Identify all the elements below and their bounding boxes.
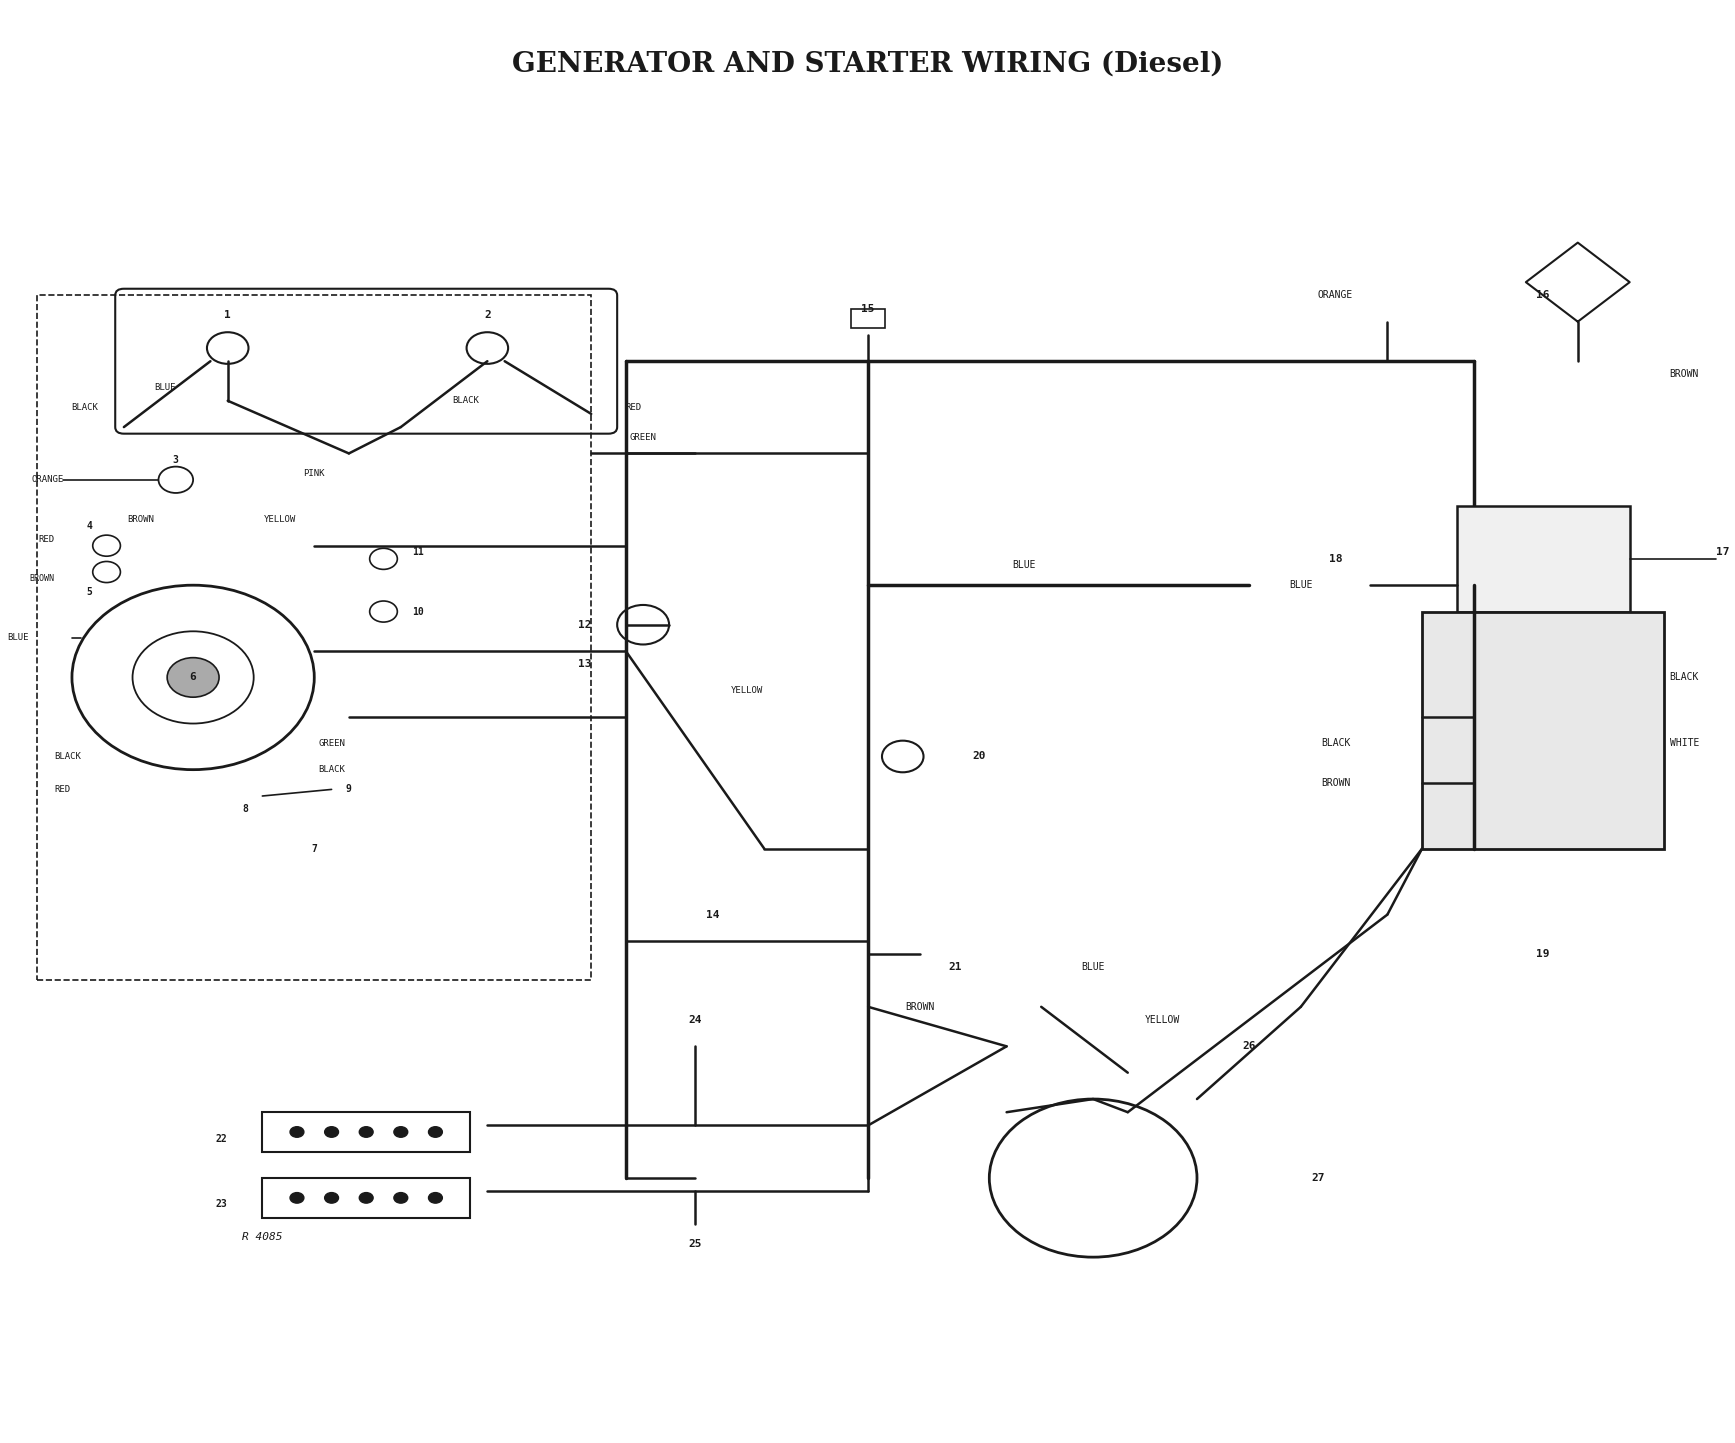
Circle shape (167, 658, 219, 697)
Text: BLACK: BLACK (54, 752, 82, 760)
Circle shape (324, 1192, 338, 1203)
Circle shape (429, 1127, 442, 1137)
Circle shape (324, 1127, 338, 1137)
Text: 7: 7 (311, 844, 318, 854)
Text: BLACK: BLACK (453, 397, 479, 405)
Text: 8: 8 (243, 804, 248, 814)
Text: BLACK: BLACK (71, 403, 97, 411)
Text: 3: 3 (174, 455, 179, 465)
Text: BROWN: BROWN (1320, 778, 1350, 788)
Bar (850, 309, 885, 328)
Text: BROWN: BROWN (1669, 369, 1699, 380)
Text: 1: 1 (224, 310, 231, 320)
Bar (38, 296, 592, 980)
Text: 20: 20 (972, 752, 985, 762)
Text: 25: 25 (689, 1240, 701, 1250)
Text: 11: 11 (413, 547, 423, 557)
Text: 4: 4 (87, 521, 92, 531)
Text: 18: 18 (1329, 554, 1343, 564)
Text: BLACK: BLACK (1320, 739, 1350, 749)
Text: BLUE: BLUE (154, 382, 175, 392)
Text: PINK: PINK (304, 469, 324, 478)
Text: 15: 15 (861, 303, 874, 313)
Text: 22: 22 (215, 1134, 227, 1143)
Text: BLUE: BLUE (1081, 962, 1105, 973)
Text: RED: RED (38, 534, 54, 544)
Circle shape (359, 1127, 373, 1137)
Text: 24: 24 (689, 1014, 701, 1025)
Text: BLUE: BLUE (7, 633, 29, 642)
Text: RED: RED (626, 403, 642, 411)
Text: 12: 12 (578, 619, 592, 629)
Text: 14: 14 (706, 909, 718, 919)
Text: BLACK: BLACK (1669, 672, 1699, 683)
Text: RED: RED (54, 785, 71, 794)
Text: BROWN: BROWN (906, 1001, 935, 1012)
Text: ORANGE: ORANGE (1319, 290, 1353, 300)
Text: YELLOW: YELLOW (264, 515, 295, 524)
Circle shape (394, 1192, 408, 1203)
Text: BROWN: BROWN (29, 574, 54, 583)
Bar (262, 1113, 470, 1152)
Text: 5: 5 (87, 587, 92, 597)
Text: 23: 23 (215, 1199, 227, 1209)
Circle shape (429, 1192, 442, 1203)
Text: 16: 16 (1537, 290, 1549, 300)
Text: YELLOW: YELLOW (730, 685, 763, 696)
Text: BROWN: BROWN (128, 515, 154, 524)
Text: BLUE: BLUE (1012, 560, 1036, 570)
Text: 19: 19 (1537, 949, 1549, 960)
Text: 13: 13 (578, 659, 592, 670)
Text: BLUE: BLUE (1289, 580, 1313, 590)
Circle shape (290, 1192, 304, 1203)
Text: ORANGE: ORANGE (31, 475, 62, 485)
Text: 26: 26 (1242, 1042, 1256, 1052)
Text: 17: 17 (1716, 547, 1730, 557)
Bar (1457, 506, 1629, 612)
Text: GREEN: GREEN (318, 739, 345, 747)
Text: R 4085: R 4085 (243, 1232, 283, 1242)
Text: YELLOW: YELLOW (1145, 1014, 1180, 1025)
Text: GREEN: GREEN (630, 433, 656, 442)
Circle shape (359, 1192, 373, 1203)
Text: 27: 27 (1312, 1173, 1326, 1183)
Text: 9: 9 (345, 785, 352, 795)
Text: GENERATOR AND STARTER WIRING (Diesel): GENERATOR AND STARTER WIRING (Diesel) (512, 51, 1223, 78)
Text: BLACK: BLACK (318, 765, 345, 773)
Bar (262, 1177, 470, 1218)
Bar (1423, 612, 1664, 848)
Circle shape (394, 1127, 408, 1137)
Text: 10: 10 (413, 606, 423, 616)
Text: WHITE: WHITE (1669, 739, 1699, 749)
Text: 21: 21 (947, 962, 961, 973)
Text: 6: 6 (189, 672, 196, 683)
Circle shape (290, 1127, 304, 1137)
Text: 2: 2 (484, 310, 491, 320)
